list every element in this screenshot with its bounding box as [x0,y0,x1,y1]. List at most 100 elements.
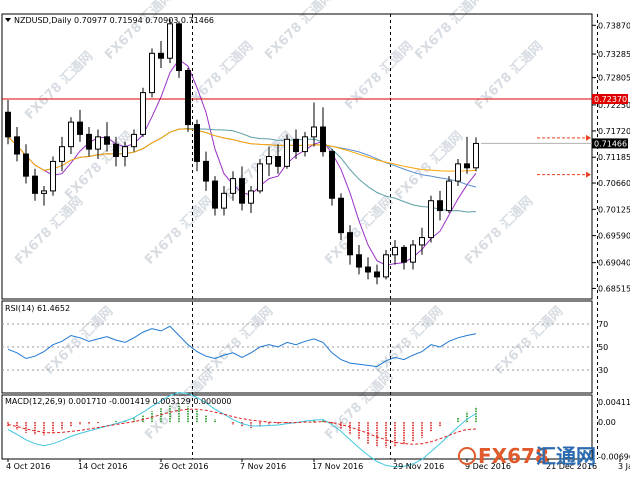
macd-tick-label: 0.004112 [598,398,630,407]
candle-body-bear [186,71,191,125]
time-tick-label: 14 Oct 2016 [78,462,127,471]
candle-body-bull [123,147,128,157]
candle [15,127,20,161]
price-tick-label: 0.70660 [598,179,630,188]
candle [330,149,335,206]
candle [402,245,407,270]
candle-body-bull [51,161,56,190]
candle [51,157,56,196]
candle-body-bear [438,201,443,211]
moving-averages [8,60,476,265]
candle-body-bear [87,134,92,149]
candle-body-bull [60,147,65,162]
candle [195,120,200,172]
candle-body-bull [222,193,227,208]
candle-body-bull [429,201,434,238]
time-tick-label: 29 Nov 2016 [393,462,444,471]
candle-body-bear [159,53,164,58]
candle-body-bull [69,122,74,147]
candle [168,19,173,63]
watermark-text: FX678 汇通网 [472,38,547,113]
candle-body-bull [150,53,155,92]
candle-body-bear [24,154,29,176]
candle [204,152,209,191]
candle-body-bear [348,233,353,255]
fx678-logo: FX678 汇通网 [459,444,596,468]
candle [141,88,146,137]
watermark-text: FX678 汇通网 [462,193,537,268]
candle [321,107,326,156]
target-arrow-icon [586,172,591,178]
candle-body-bull [447,181,452,210]
candle [159,41,164,68]
time-tick-label: 4 Oct 2016 [6,462,50,471]
candle-body-bear [213,181,218,208]
price-tick-label: 0.70125 [598,205,630,214]
candle-body-bear [15,137,20,154]
candle-body-bear [375,272,380,277]
candle-body-bear [105,137,110,144]
candle [384,250,389,279]
macd-signal-line [8,409,476,444]
watermark-text: FX678 汇通网 [12,193,87,268]
candle-body-bull [231,179,236,194]
candle [249,186,254,213]
watermark-text: FX678 汇通网 [142,193,217,268]
candle [258,159,263,193]
candle-body-bear [240,179,245,204]
candle-body-bear [357,255,362,267]
candle [411,240,416,269]
candle [366,257,371,279]
candle [42,186,47,206]
watermark-text: FX678 汇通网 [492,303,567,378]
time-tick-label: 17 Nov 2016 [312,462,363,471]
price-tick-label: 0.69040 [598,259,630,268]
period-separators [193,14,630,459]
candle-body-bull [267,157,272,164]
candle [285,134,290,168]
watermark-text: FX678 汇通网 [22,48,97,123]
price-tick-label: 0.69590 [598,232,630,241]
candle-body-bull [96,137,101,149]
candle-body-bear [114,144,119,156]
rsi-title: RSI(14) 61.4652 [5,304,70,313]
price-tick-label: 0.73870 [598,21,630,30]
candle-body-bear [33,176,38,193]
price-tick-label: 0.71185 [598,153,630,162]
target-arrow-icon [586,135,591,141]
current-price-label: 0.71466 [594,139,627,148]
candle-body-bull [393,247,398,254]
candle [132,129,137,151]
price-chart-title: NZDUSD,Daily 0.70977 0.71594 0.70903 0.7… [14,16,214,25]
candle-body-bear [276,157,281,167]
macd-tick-label: -0.006961 [598,452,630,461]
watermark-text: FX678 汇通网 [412,0,487,63]
candle [69,117,74,154]
ma-slow-line [8,129,476,171]
candle-body-bear [78,122,83,134]
candle [438,191,443,220]
watermark-text: FX678 汇通网 [372,303,447,378]
candle [393,240,398,265]
time-tick-label: 26 Oct 2016 [159,462,208,471]
macd-axis: 0.0041120.00-0.006961 [598,398,630,462]
time-tick-label: 7 Nov 2016 [240,462,286,471]
candle [429,196,434,243]
candle-body-bull [258,164,263,191]
logo-chinese: 汇通网 [536,444,596,468]
candle [213,176,218,215]
candle [339,193,344,240]
collapse-triangle-icon[interactable] [5,18,11,22]
watermark-text: FX678 汇通网 [202,303,277,378]
candle [87,127,92,156]
candle-body-bull [132,134,137,146]
candle-body-bull [474,143,479,167]
candle-body-bear [195,125,200,162]
candle-body-bull [141,93,146,135]
resistance-price-label: 0.72370 [594,95,627,104]
watermark-text: FX678 汇通网 [322,368,397,443]
rsi-tick-label: 50 [598,343,608,352]
candle-body-bull [312,127,317,137]
